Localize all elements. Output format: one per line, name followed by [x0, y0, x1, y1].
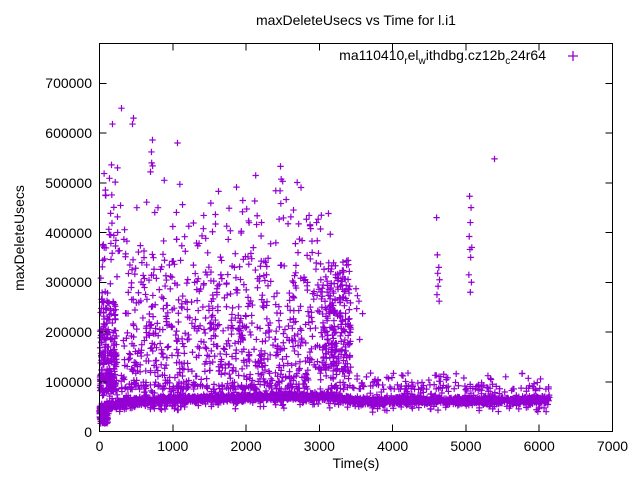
legend-plus-marker-icon — [562, 49, 584, 63]
y-tick-label: 100000 — [45, 374, 92, 390]
y-tick-label: 0 — [84, 424, 92, 440]
x-tick-label: 1000 — [157, 438, 189, 454]
plus-icon — [568, 51, 578, 61]
legend-series-label: ma110410relwithdbg.cz12bc24r64 — [339, 47, 546, 67]
x-tick-label: 6000 — [523, 438, 555, 454]
y-tick-label: 400000 — [45, 225, 92, 241]
chart-title: maxDeleteUsecs vs Time for l.i1 — [256, 12, 456, 28]
y-tick-label: 200000 — [45, 324, 92, 340]
x-tick-label: 7000 — [596, 438, 629, 454]
x-tick-label: 3000 — [303, 438, 335, 454]
axis-tick-marks — [99, 43, 613, 432]
x-tick-label: 5000 — [450, 438, 482, 454]
x-tick-label: 2000 — [230, 438, 262, 454]
x-axis-label: Time(s) — [332, 455, 380, 471]
y-tick-label: 700000 — [45, 75, 92, 91]
y-tick-label: 300000 — [45, 274, 92, 290]
plot-border — [99, 43, 613, 432]
y-tick-label: 500000 — [45, 175, 92, 191]
y-tick-label: 600000 — [45, 125, 92, 141]
x-tick-label: 0 — [95, 438, 104, 454]
x-tick-label: 4000 — [377, 438, 409, 454]
